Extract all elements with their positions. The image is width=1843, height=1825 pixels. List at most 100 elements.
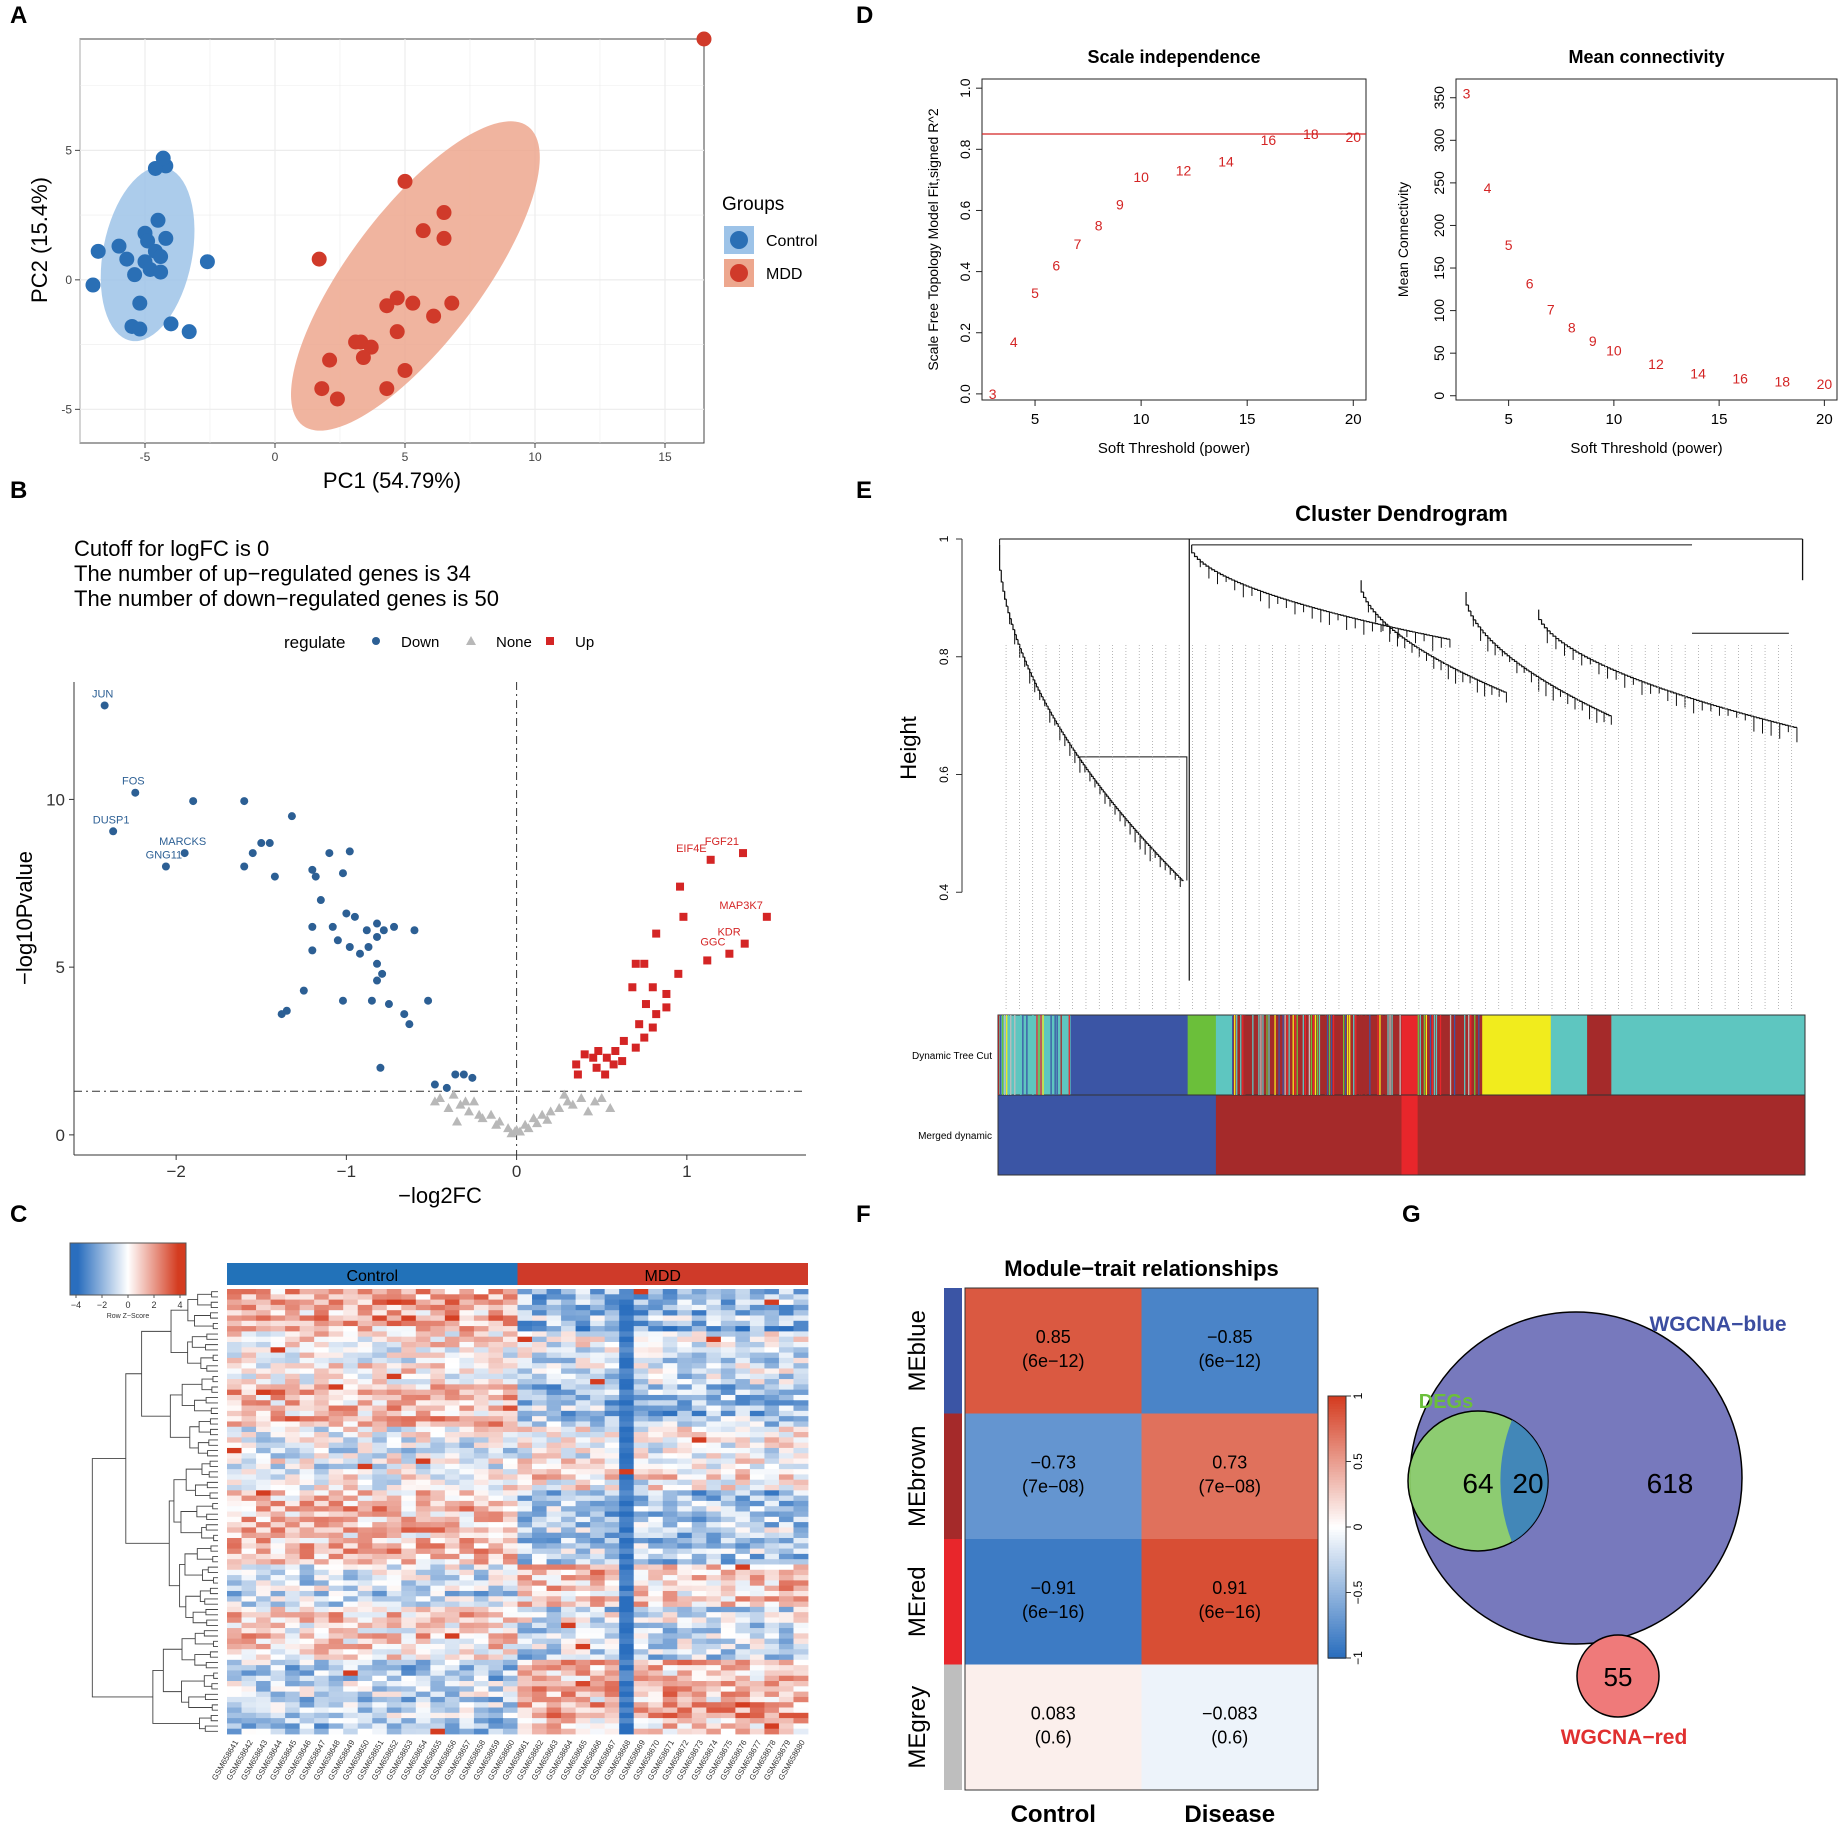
heatmap-cell (386, 1659, 402, 1666)
heatmap-cell (386, 1601, 402, 1608)
heatmap-cell (430, 1363, 446, 1369)
heatmap-cell (604, 1628, 620, 1634)
heatmap-cell (314, 1463, 330, 1470)
heatmap-cell (473, 1442, 489, 1449)
heatmap-cell (502, 1569, 518, 1576)
heatmap-cell (778, 1575, 794, 1581)
heatmap-cell (343, 1447, 359, 1454)
panel-letter-C: C (10, 1201, 27, 1228)
heatmap-cell (459, 1511, 475, 1518)
dendrogram-branch (1122, 814, 1126, 818)
heatmap-cell (227, 1357, 242, 1364)
heatmap-cell (502, 1352, 518, 1359)
heatmap-cell (256, 1416, 271, 1422)
heatmap-cell (459, 1559, 475, 1565)
module-color-swatch (944, 1413, 962, 1539)
heatmap-cell (401, 1575, 417, 1581)
heatmap-cell (575, 1341, 591, 1348)
heatmap-cell (270, 1606, 286, 1613)
heatmap-cell (749, 1294, 765, 1300)
colorbar-cell (165, 1243, 167, 1295)
colorbar-cell (106, 1243, 108, 1295)
module-stripe (1302, 1015, 1304, 1095)
x-tick-label: −1 (337, 1162, 356, 1181)
heatmap-cell (517, 1601, 533, 1608)
heatmap-cell (372, 1675, 388, 1682)
heatmap-cell (314, 1707, 330, 1714)
heatmap-cell (488, 1670, 504, 1677)
dendrogram-branch (1042, 696, 1045, 701)
heatmap-cell (502, 1522, 518, 1528)
heatmap-cell (372, 1432, 388, 1438)
power-point-label: 5 (1505, 237, 1513, 253)
heatmap-cell (502, 1331, 518, 1338)
point-up (618, 1057, 627, 1066)
x-tick-label: 15 (658, 450, 672, 464)
heatmap-cell (749, 1569, 765, 1576)
heatmap-cell (691, 1585, 707, 1592)
heatmap-cell (401, 1352, 417, 1359)
module-stripe (1266, 1015, 1268, 1095)
heatmap-cell (386, 1527, 402, 1534)
heatmap-cell (648, 1485, 664, 1491)
heatmap-cell (561, 1432, 576, 1438)
colorbar-cell (1328, 1610, 1346, 1615)
heatmap-cell (357, 1294, 373, 1300)
heatmap-cell (532, 1659, 547, 1666)
module-band (1401, 1015, 1419, 1095)
heatmap-cell (691, 1490, 707, 1497)
gene-label: DUSP1 (93, 814, 130, 826)
heatmap-cell (691, 1442, 707, 1449)
point-up (635, 1020, 644, 1029)
heatmap-cell (372, 1479, 388, 1486)
heatmap-cell (720, 1580, 736, 1587)
colorbar-cell (1328, 1432, 1346, 1437)
dendrogram-branch (1002, 581, 1005, 592)
heatmap-cell (488, 1373, 504, 1380)
heatmap-cell (720, 1675, 736, 1682)
heatmap-cell (285, 1453, 301, 1459)
heatmap-cell (793, 1485, 809, 1491)
heatmap-cell (386, 1712, 402, 1719)
dendrogram-branch (1638, 679, 1642, 682)
heatmap-cell (517, 1596, 533, 1602)
heatmap-cell (691, 1474, 707, 1481)
heatmap-cell (444, 1447, 460, 1454)
dendrogram-branch (1257, 589, 1261, 592)
heatmap-cell (299, 1458, 315, 1465)
heatmap-cell (619, 1495, 635, 1502)
dendrogram-branch (1491, 685, 1495, 688)
heatmap-cell (793, 1638, 809, 1645)
heatmap-cell (778, 1643, 794, 1650)
heatmap-cell (343, 1474, 359, 1481)
heatmap-cell (415, 1363, 431, 1369)
heatmap-cell (227, 1649, 242, 1655)
heatmap-cell (343, 1432, 359, 1438)
colorbar-cell (131, 1243, 133, 1295)
heatmap-cell (314, 1590, 330, 1597)
heatmap-cell (793, 1532, 809, 1539)
heatmap-cell (619, 1691, 635, 1698)
heatmap-cell (270, 1474, 286, 1481)
heatmap-cell (633, 1453, 649, 1459)
heatmap-cell (430, 1659, 446, 1666)
heatmap-cell (473, 1511, 489, 1518)
heatmap-cell (415, 1686, 431, 1693)
ellipse-mdd (291, 121, 540, 431)
heatmap-cell (735, 1612, 751, 1618)
heatmap-cell (575, 1670, 591, 1677)
heatmap-cell (561, 1612, 576, 1618)
heatmap-cell (473, 1405, 489, 1412)
heatmap-cell (270, 1659, 286, 1666)
heatmap-cell (561, 1294, 576, 1300)
heatmap-cell (720, 1495, 736, 1502)
dendrogram-branch (1094, 778, 1097, 782)
heatmap-cell (444, 1336, 460, 1343)
power-point-label: 18 (1303, 126, 1319, 142)
heatmap-cell (648, 1447, 664, 1454)
heatmap-cell (459, 1686, 475, 1693)
heatmap-cell (430, 1331, 446, 1338)
heatmap-cell (227, 1495, 242, 1502)
heatmap-cell (561, 1357, 576, 1364)
point-up (640, 1033, 649, 1042)
